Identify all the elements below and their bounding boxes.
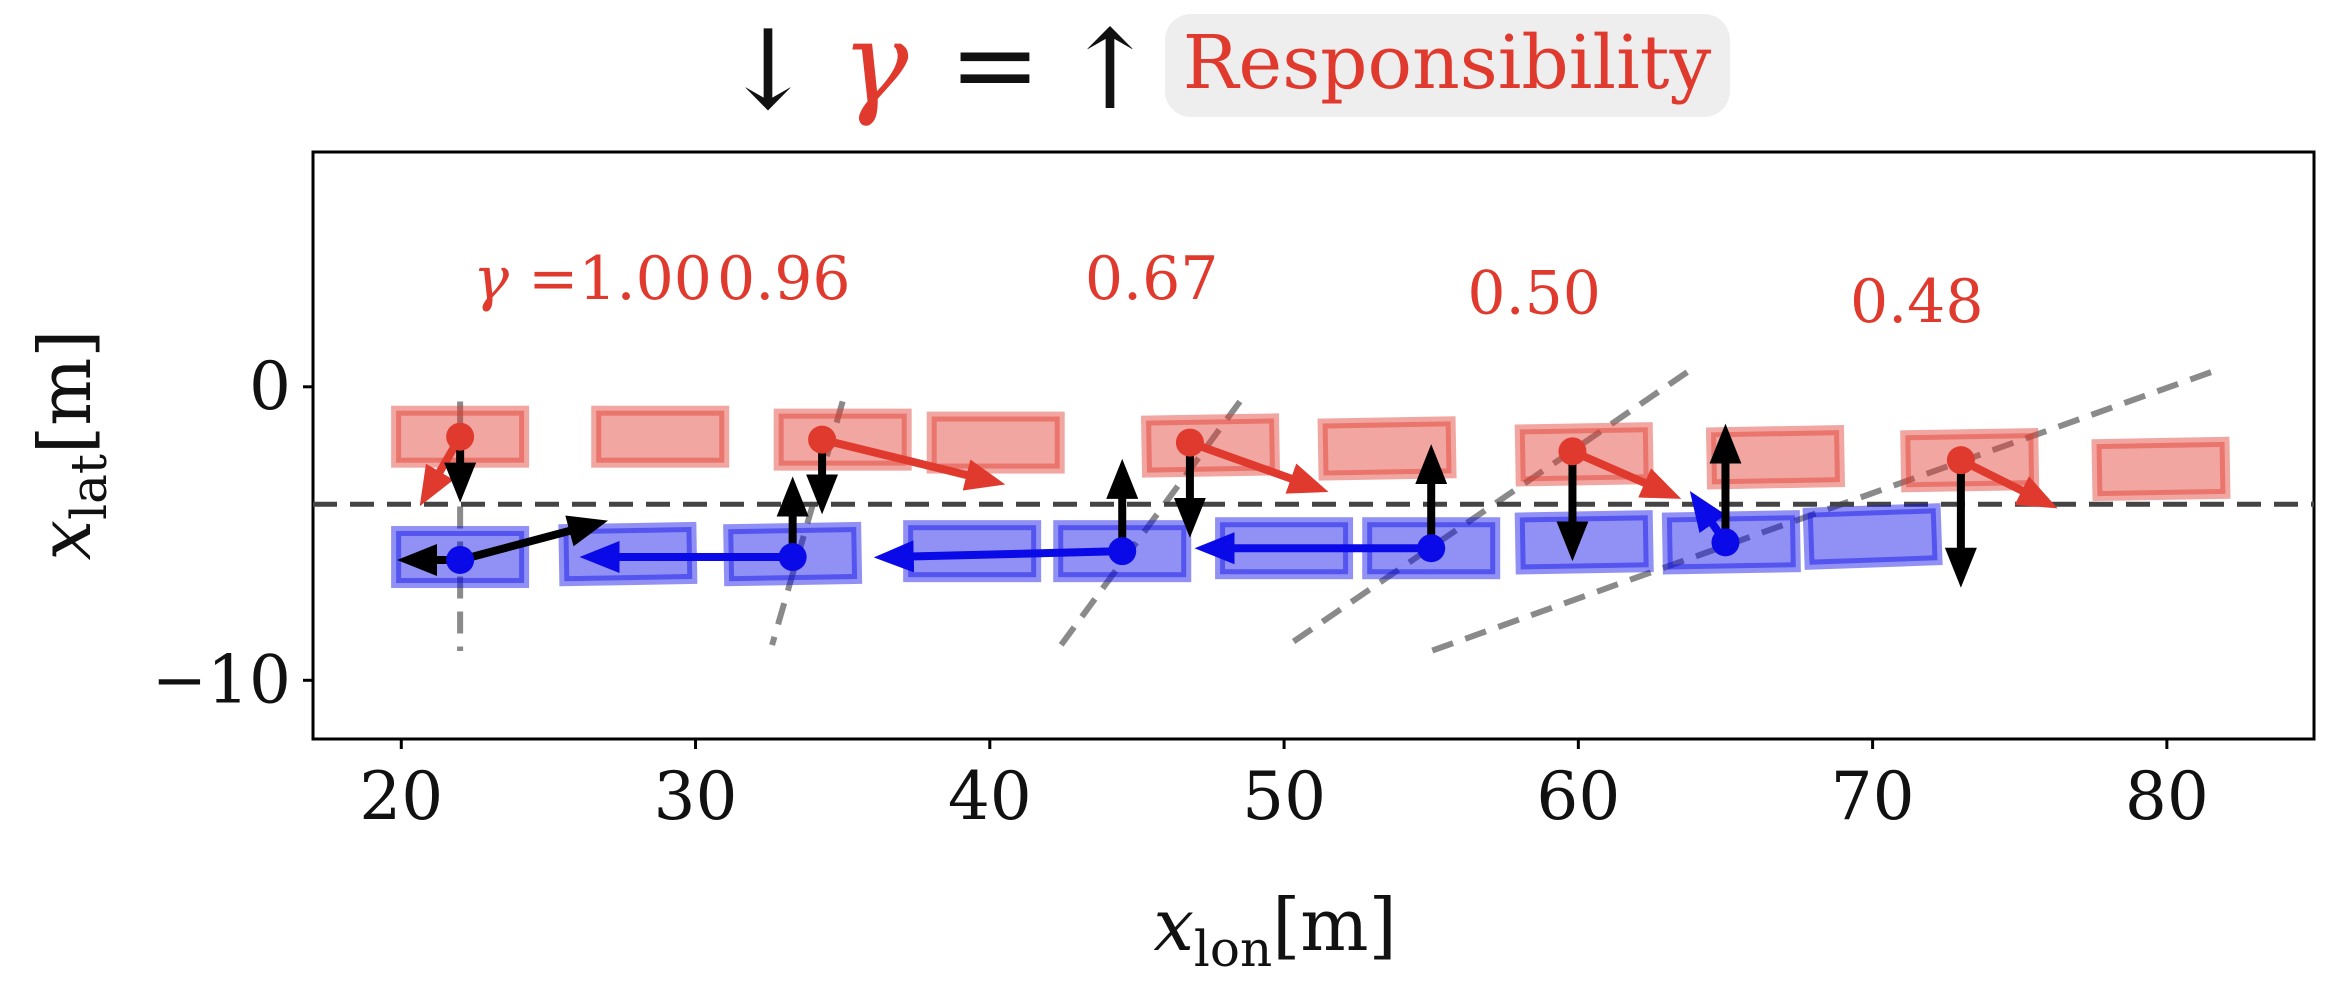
y-axis-sub: lat: [60, 454, 118, 520]
red-point: [1946, 446, 1975, 475]
plot-frame: [311, 150, 2316, 741]
red-point: [446, 422, 475, 451]
x-axis-label: xlon[m]: [1153, 883, 1396, 978]
points: [446, 422, 1975, 574]
blue-vehicle: [1514, 510, 1654, 575]
red-vehicle: [773, 408, 912, 471]
blue-point: [778, 543, 807, 572]
x-tick-label: 40: [948, 758, 1032, 835]
chart-title: ↓ γ = ↑ Responsibility: [722, 0, 1730, 134]
red-point: [1175, 428, 1204, 457]
ray-line: [1052, 399, 1243, 656]
red-point: [808, 425, 837, 454]
gamma-prefix: γ =: [473, 244, 578, 314]
red-arrow: [1188, 438, 1329, 494]
blue-point: [1108, 537, 1137, 566]
title-arrow-down: ↓: [722, 6, 814, 134]
x-tick-label: 60: [1536, 758, 1620, 835]
y-axis-base: x: [23, 520, 107, 561]
red-point: [1558, 437, 1587, 466]
x-axis-base: x: [1153, 883, 1194, 967]
red-arrow: [1570, 447, 1682, 499]
arrows: [397, 423, 2058, 588]
gamma-label: 0.50: [1467, 258, 1601, 328]
x-axis-sub: lon: [1194, 920, 1272, 978]
responsibility-badge: [1165, 14, 1730, 117]
x-tick-label: 80: [2125, 758, 2209, 835]
red-vehicle: [591, 405, 730, 468]
gamma-label: γ =1.00: [473, 244, 712, 314]
title-gamma: γ: [842, 0, 910, 129]
y-axis-unit: [m]: [23, 330, 107, 454]
blue-vehicle: [1802, 503, 1943, 570]
responsibility-badge-label: Responsibility: [1183, 20, 1712, 106]
svg-text:xlon[m]: xlon[m]: [1153, 883, 1396, 978]
gamma-value: 1.00: [578, 244, 712, 314]
y-tick-label: −10: [152, 641, 291, 718]
y-tick-label: 0: [249, 348, 291, 425]
y-axis-label: xlat[m]: [23, 330, 118, 561]
gamma-label: 0.48: [1850, 267, 1984, 337]
x-tick-label: 30: [654, 758, 738, 835]
gamma-label: 0.67: [1085, 244, 1219, 314]
x-tick-label: 20: [359, 758, 443, 835]
x-ticks: 20 30 40 50 60 70 80: [359, 739, 2209, 835]
blue-point: [1417, 534, 1446, 563]
gamma-labels: γ =1.00 0.96 0.67 0.50 0.48: [473, 244, 1983, 337]
black-arrow: [459, 515, 609, 564]
x-tick-label: 50: [1242, 758, 1326, 835]
ray-line: [1282, 369, 1689, 651]
x-axis-unit: [m]: [1272, 883, 1396, 967]
blue-point: [446, 545, 475, 574]
y-ticks: 0 −10: [152, 348, 313, 718]
gamma-label: 0.96: [717, 244, 851, 314]
title-arrow-up: ↑: [1064, 6, 1156, 134]
title-equals: =: [949, 0, 1041, 128]
svg-text:xlat[m]: xlat[m]: [23, 330, 118, 561]
red-arrow: [821, 435, 1006, 491]
blue-arrow: [873, 540, 1123, 573]
x-tick-label: 70: [1831, 758, 1915, 835]
red-vehicle: [2091, 436, 2231, 502]
red-vehicle: [926, 411, 1065, 474]
red-vehicle: [1705, 425, 1846, 490]
red-arrow: [1959, 456, 2058, 509]
blue-point: [1711, 528, 1740, 557]
